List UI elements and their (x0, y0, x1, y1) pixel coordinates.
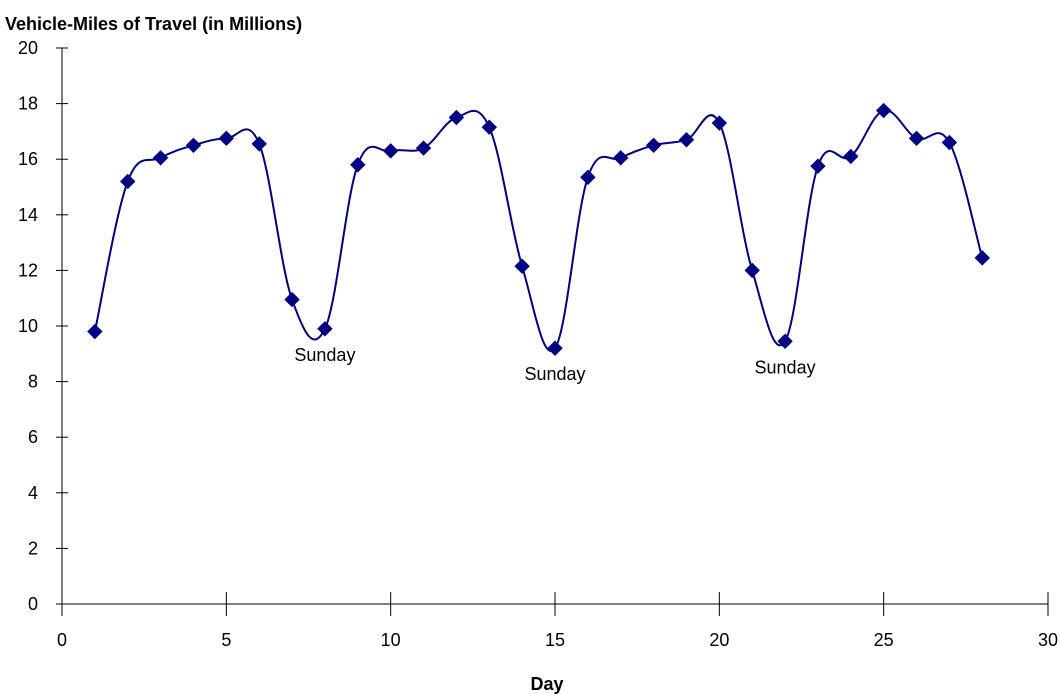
data-point-day-25 (875, 102, 892, 119)
y-tick-label: 8 (28, 372, 38, 392)
data-point-day-5 (218, 130, 235, 147)
data-point-day-17 (613, 150, 629, 166)
sunday-annotation: Sunday (294, 345, 355, 365)
x-tick-label: 0 (57, 630, 67, 650)
y-axis-title: Vehicle-Miles of Travel (in Millions) (5, 14, 302, 34)
data-point-day-10 (382, 143, 399, 159)
data-point-day-2 (120, 173, 136, 190)
data-point-day-7 (284, 291, 300, 308)
data-point-day-15 (547, 340, 563, 356)
data-point-day-1 (87, 323, 103, 340)
y-tick-label: 12 (18, 260, 38, 280)
data-point-day-11 (415, 140, 432, 156)
y-tick-label: 14 (18, 205, 38, 225)
y-tick-label: 0 (28, 594, 38, 614)
data-point-day-21 (744, 262, 760, 279)
x-tick-label: 20 (709, 630, 729, 650)
data-point-day-22 (777, 333, 793, 349)
data-point-day-26 (908, 130, 925, 147)
data-point-day-13 (481, 119, 497, 135)
data-point-day-12 (448, 109, 465, 126)
series-line (93, 109, 984, 352)
annotation-layer: Sunday Sunday Sunday (294, 345, 815, 384)
data-point-day-4 (185, 137, 202, 154)
y-tick-label: 18 (18, 94, 38, 114)
y-tick-label: 16 (18, 149, 38, 169)
data-point-day-8 (317, 321, 333, 337)
data-point-day-20 (711, 115, 728, 131)
sunday-annotation: Sunday (524, 364, 585, 384)
x-tick-label: 10 (381, 630, 401, 650)
axes: 0 2 4 6 8 10 12 14 16 18 20 0 5 10 15 20 25 30 (18, 38, 1058, 650)
x-tick-label: 30 (1038, 630, 1058, 650)
data-point-day-14 (514, 258, 530, 274)
data-point-day-28 (974, 250, 990, 266)
data-point-day-9 (350, 157, 366, 173)
x-tick-label: 15 (545, 630, 565, 650)
x-tick-label: 5 (221, 630, 231, 650)
y-tick-label: 4 (28, 483, 38, 503)
y-tick-label: 10 (18, 316, 38, 336)
data-point-day-23 (810, 158, 826, 174)
data-point-day-27 (941, 134, 958, 151)
y-tick-label: 20 (18, 38, 38, 58)
y-tick-label: 2 (28, 538, 38, 558)
data-point-day-24 (843, 148, 859, 165)
y-tick-label: 6 (28, 427, 38, 447)
series-layer (87, 102, 990, 356)
x-tick-label: 25 (874, 630, 894, 650)
data-point-day-3 (152, 150, 169, 166)
data-point-day-18 (645, 137, 662, 154)
data-point-day-19 (678, 132, 695, 148)
x-axis-title: Day (530, 674, 563, 694)
data-point-day-6 (251, 136, 267, 152)
sunday-annotation: Sunday (755, 357, 816, 377)
data-point-day-16 (580, 169, 596, 185)
